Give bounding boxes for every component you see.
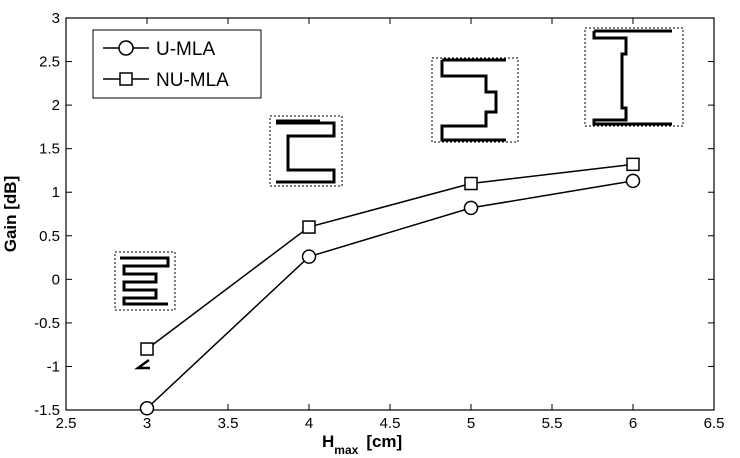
data-point-u-mla <box>625 173 641 189</box>
inset-antenna-hmax-6 <box>584 27 684 127</box>
y-tick-label: 2.5 <box>39 54 60 71</box>
series-line-u-mla <box>146 180 634 409</box>
y-tick-label: 2 <box>52 97 60 114</box>
x-axis-label-sub: max <box>334 443 358 457</box>
data-point-u-mla <box>139 401 155 416</box>
data-point-nu-mla <box>140 342 154 356</box>
x-tick-label: 3.5 <box>218 415 239 432</box>
data-point-nu-mla <box>302 220 316 234</box>
tick-labels: 2.5 3 3.5 4 4.5 5 5.5 6 6.5 -1.5 -1 -0.5 0 0.5 1 1.5 2 2.… <box>34 10 724 432</box>
y-tick-label: -1 <box>47 358 60 375</box>
arrow-annotation <box>134 358 150 370</box>
x-axis-label-main: H <box>322 432 334 451</box>
legend-label-u-mla: U-MLA <box>156 39 215 60</box>
x-tick-label: 4.5 <box>380 415 401 432</box>
x-axis-label-unit: [cm] <box>366 432 402 451</box>
y-tick-label: 3 <box>52 10 60 27</box>
y-tick-label: -1.5 <box>34 402 60 419</box>
data-point-nu-mla <box>626 157 640 172</box>
y-tick-label: -0.5 <box>34 315 60 332</box>
y-tick-label: 1.5 <box>39 141 60 158</box>
series-line-nu-mla <box>146 163 634 350</box>
x-tick-label: 6.5 <box>704 415 725 432</box>
y-tick-label: 0.5 <box>39 228 60 245</box>
legend-marker-circle <box>118 40 134 56</box>
inset-antenna-hmax-3 <box>114 251 176 311</box>
series-layer <box>139 157 641 416</box>
y-tick-label: 0 <box>52 271 60 288</box>
x-tick-label: 4 <box>305 415 313 432</box>
data-point-nu-mla <box>464 176 478 191</box>
x-tick-label: 5.5 <box>542 415 563 432</box>
legend: U-MLA NU-MLA <box>92 29 262 99</box>
x-axis-label: Hmax [cm] <box>322 432 402 457</box>
y-tick-label: 1 <box>52 184 60 201</box>
inset-antenna-hmax-5 <box>431 57 519 143</box>
x-tick-label: 6 <box>629 415 637 432</box>
x-tick-label: 2.5 <box>56 415 77 432</box>
axis-ticks <box>65 17 715 411</box>
legend-marker-square <box>119 72 133 86</box>
legend-label-nu-mla: NU-MLA <box>156 70 229 91</box>
y-axis-label: Gain [dB] <box>1 176 20 253</box>
x-tick-label: 3 <box>143 415 151 432</box>
x-tick-label: 5 <box>467 415 475 432</box>
data-point-u-mla <box>301 249 317 264</box>
inset-antenna-hmax-4 <box>269 115 343 187</box>
data-point-u-mla <box>463 200 479 216</box>
